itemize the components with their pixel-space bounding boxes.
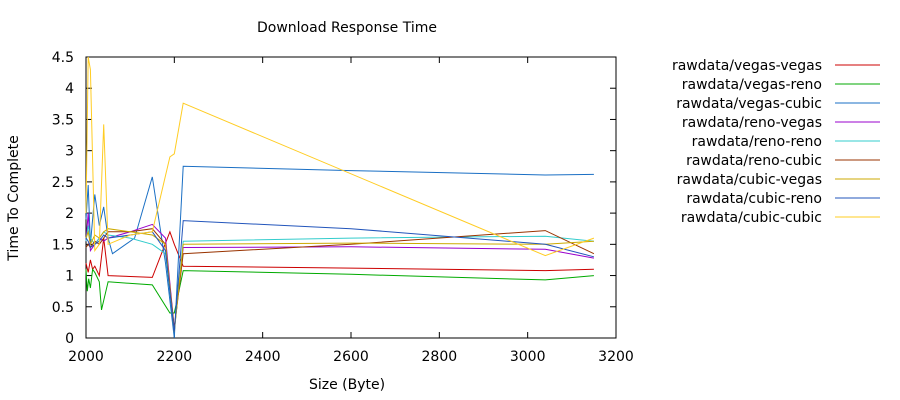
series-lines	[85, 56, 595, 339]
x-tick-label: 2000	[68, 349, 104, 365]
legend-label: rawdata/cubic-vegas	[677, 172, 822, 188]
legend-label: rawdata/cubic-reno	[686, 191, 822, 207]
x-axis: 2000 2200 2400 2600 2800 3000 3200	[68, 57, 634, 365]
y-tick-label: 4.5	[52, 50, 74, 66]
series-line-rawdata-vegas-cubic	[85, 165, 594, 339]
y-tick-label: 4	[65, 81, 74, 97]
legend-label: rawdata/reno-cubic	[686, 153, 822, 169]
chart-title: Download Response Time	[257, 20, 437, 36]
y-tick-label: 0	[65, 331, 74, 347]
series-line-rawdata-vegas-vegas	[85, 230, 594, 278]
series-line-rawdata-cubic-vegas	[85, 228, 594, 332]
x-tick-label: 2800	[422, 349, 458, 365]
x-axis-label: Size (Byte)	[309, 377, 385, 393]
x-tick-label: 3200	[598, 349, 634, 365]
plot-frame	[85, 56, 617, 339]
legend-label: rawdata/reno-reno	[692, 134, 822, 150]
y-tick-label: 3	[65, 144, 74, 160]
legend-label: rawdata/reno-vegas	[682, 115, 822, 131]
y-tick-label: 3.5	[52, 112, 74, 128]
legend-label: rawdata/vegas-cubic	[676, 96, 822, 112]
series-line-rawdata-reno-vegas	[85, 213, 594, 329]
legend-label: rawdata/vegas-vegas	[672, 58, 822, 74]
y-tick-label: 1	[65, 269, 74, 285]
legend: rawdata/vegas-vegas rawdata/vegas-reno raw…	[672, 58, 880, 226]
legend-label: rawdata/vegas-reno	[682, 77, 822, 93]
y-tick-label: 1.5	[52, 237, 74, 253]
series-line-rawdata-cubic-reno	[85, 220, 595, 332]
y-tick-label: 2	[65, 206, 74, 222]
x-tick-label: 2200	[157, 349, 193, 365]
y-axis: 0 0.5 1 1.5 2 2.5 3 3.5 4 4.5	[52, 50, 616, 347]
x-tick-label: 2400	[245, 349, 281, 365]
x-tick-label: 3000	[510, 349, 546, 365]
y-tick-label: 2.5	[52, 175, 74, 191]
y-tick-label: 0.5	[52, 300, 74, 316]
x-tick-label: 2600	[333, 349, 369, 365]
series-line-rawdata-cubic-cubic	[85, 56, 595, 257]
y-axis-label: Time To Complete	[6, 135, 22, 261]
legend-label: rawdata/cubic-cubic	[681, 210, 822, 226]
series-line-rawdata-vegas-reno	[85, 267, 594, 314]
